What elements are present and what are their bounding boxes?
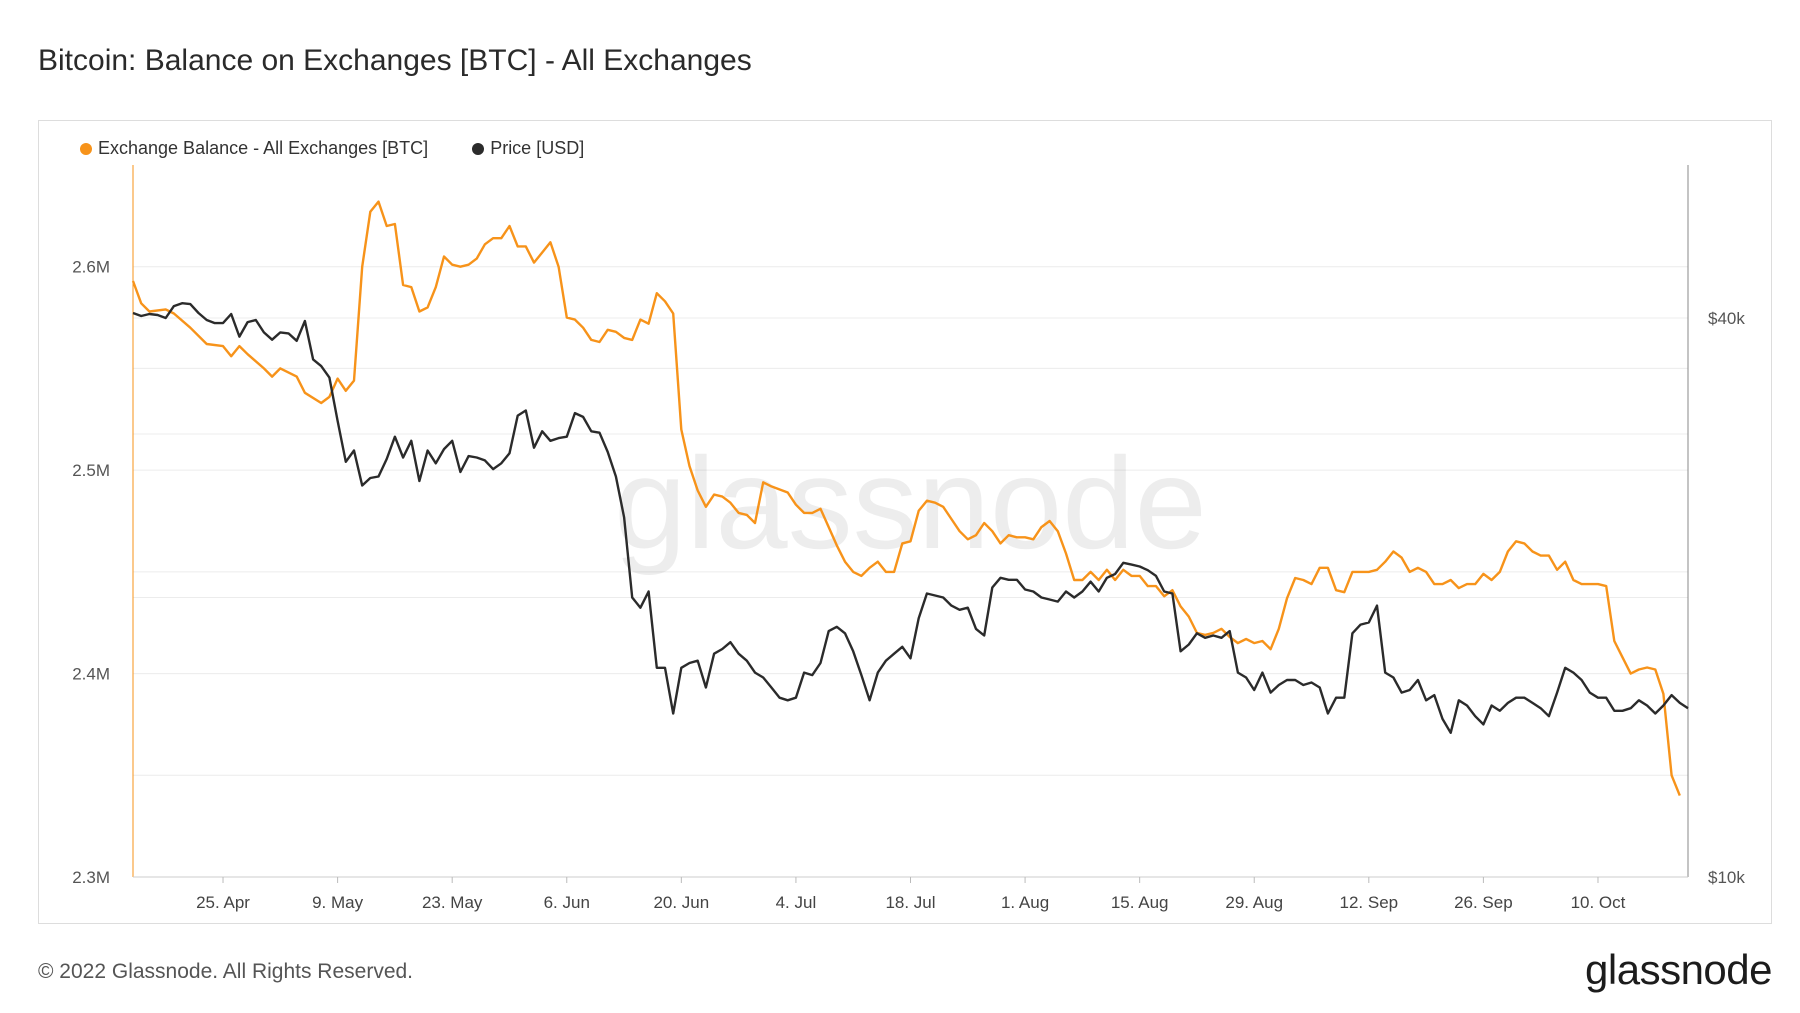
chart-legend: Exchange Balance - All Exchanges [BTC] P…	[80, 138, 584, 159]
brand-logo: glassnode	[1585, 946, 1772, 993]
x-tick-label: 18. Jul	[885, 893, 935, 912]
y-left-tick-label: 2.3M	[72, 868, 110, 887]
y-left-tick-label: 2.6M	[72, 258, 110, 277]
x-tick-label: 25. Apr	[196, 893, 250, 912]
x-tick-label: 20. Jun	[653, 893, 709, 912]
legend-swatch-price	[472, 142, 485, 155]
legend-swatch-exchange-balance	[80, 142, 92, 155]
legend-label-exchange-balance: Exchange Balance - All Exchanges [BTC]	[98, 138, 429, 158]
copyright-notice: © 2022 Glassnode. All Rights Reserved.	[38, 960, 414, 983]
y-left-tick-label: 2.5M	[72, 461, 110, 480]
y-right-tick-label: $40k	[1708, 309, 1745, 328]
x-tick-label: 26. Sep	[1454, 893, 1513, 912]
x-tick-label: 15. Aug	[1111, 893, 1169, 912]
x-tick-label: 29. Aug	[1225, 893, 1283, 912]
chart-title: Bitcoin: Balance on Exchanges [BTC] - Al…	[38, 44, 752, 77]
x-tick-label: 1. Aug	[1001, 893, 1049, 912]
watermark-text: glassnode	[614, 430, 1207, 576]
x-tick-label: 6. Jun	[544, 893, 590, 912]
series-line-exchange-balance	[131, 200, 1681, 797]
legend-item-exchange-balance[interactable]: Exchange Balance - All Exchanges [BTC]	[80, 138, 428, 159]
legend-item-price[interactable]: Price [USD]	[472, 138, 584, 159]
chart-panel	[38, 120, 1772, 924]
series-line-price	[132, 302, 1689, 734]
x-tick-label: 4. Jul	[776, 893, 817, 912]
y-left-tick-label: 2.4M	[72, 665, 110, 684]
x-tick-label: 12. Sep	[1340, 893, 1399, 912]
x-tick-label: 9. May	[312, 893, 364, 912]
y-right-tick-label: $10k	[1708, 868, 1745, 887]
x-tick-label: 23. May	[422, 893, 483, 912]
x-tick-label: 10. Oct	[1571, 893, 1626, 912]
legend-label-price: Price [USD]	[490, 138, 585, 158]
